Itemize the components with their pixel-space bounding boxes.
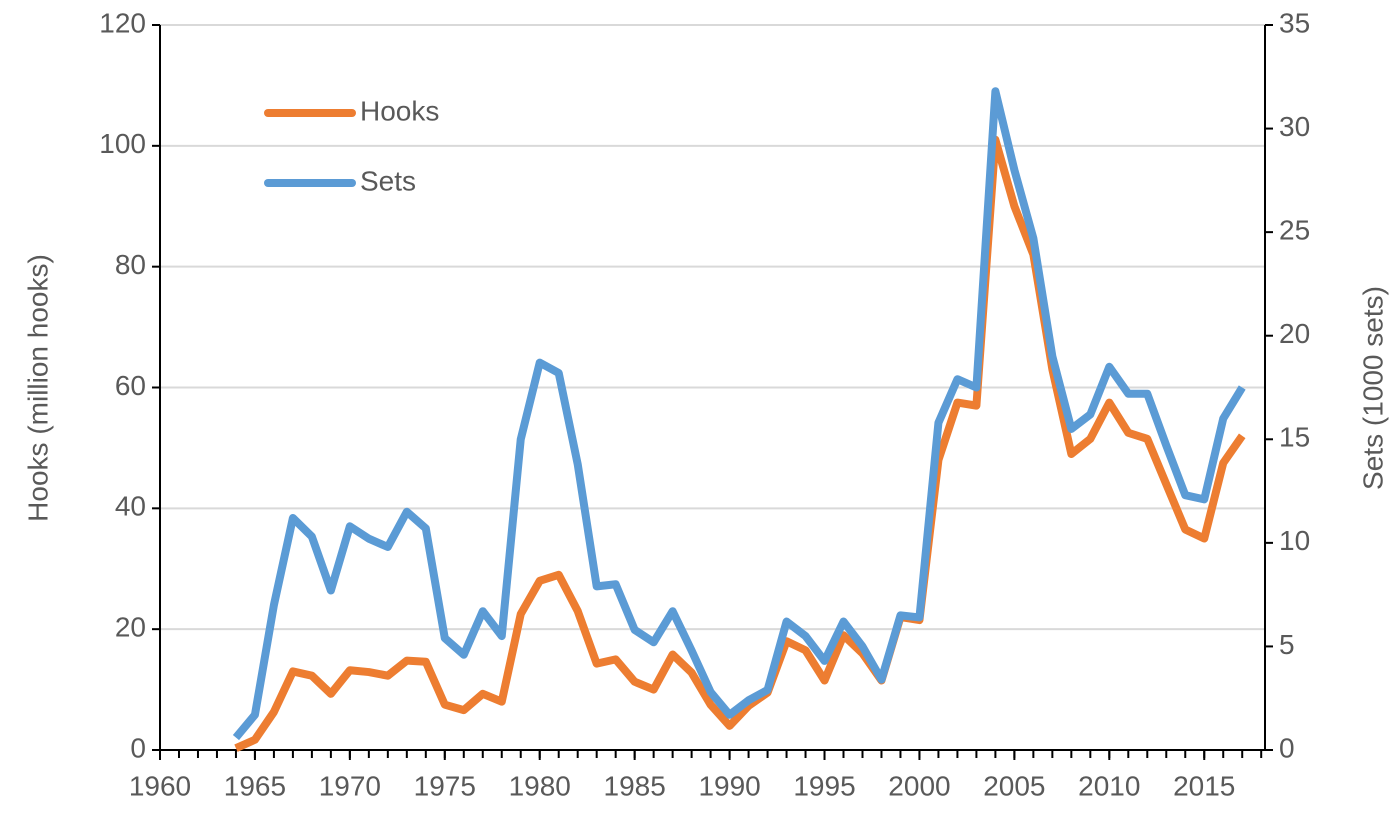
x-tick-label: 1980 bbox=[509, 770, 571, 801]
y2-tick-label: 20 bbox=[1279, 318, 1310, 349]
x-tick-label: 1985 bbox=[604, 770, 666, 801]
y2-axis-label: Sets (1000 sets) bbox=[1357, 286, 1388, 490]
y-tick-label: 60 bbox=[115, 370, 146, 401]
y2-tick-label: 0 bbox=[1279, 732, 1295, 763]
x-tick-label: 1965 bbox=[224, 770, 286, 801]
y2-tick-label: 35 bbox=[1279, 7, 1310, 38]
x-tick-label: 2000 bbox=[888, 770, 950, 801]
x-tick-label: 1995 bbox=[793, 770, 855, 801]
legend-label: Sets bbox=[360, 165, 416, 196]
series-line bbox=[234, 135, 1246, 752]
x-tick-label: 2015 bbox=[1173, 770, 1235, 801]
y-axis-label: Hooks (million hooks) bbox=[22, 254, 53, 522]
y2-tick-label: 15 bbox=[1279, 422, 1310, 453]
y-tick-label: 100 bbox=[99, 128, 146, 159]
series-line bbox=[232, 87, 1246, 741]
y-tick-label: 80 bbox=[115, 249, 146, 280]
x-tick-label: 1975 bbox=[414, 770, 476, 801]
x-tick-label: 1970 bbox=[319, 770, 381, 801]
x-tick-label: 2005 bbox=[983, 770, 1045, 801]
y2-tick-label: 5 bbox=[1279, 629, 1295, 660]
x-tick-label: 2010 bbox=[1078, 770, 1140, 801]
x-tick-label: 1960 bbox=[129, 770, 191, 801]
legend-label: Hooks bbox=[360, 95, 439, 126]
y2-tick-label: 30 bbox=[1279, 111, 1310, 142]
y-tick-label: 20 bbox=[115, 612, 146, 643]
y2-tick-label: 10 bbox=[1279, 525, 1310, 556]
y-tick-label: 40 bbox=[115, 491, 146, 522]
y-tick-label: 120 bbox=[99, 7, 146, 38]
y2-tick-label: 25 bbox=[1279, 215, 1310, 246]
x-tick-label: 1990 bbox=[698, 770, 760, 801]
y-tick-label: 0 bbox=[130, 732, 146, 763]
